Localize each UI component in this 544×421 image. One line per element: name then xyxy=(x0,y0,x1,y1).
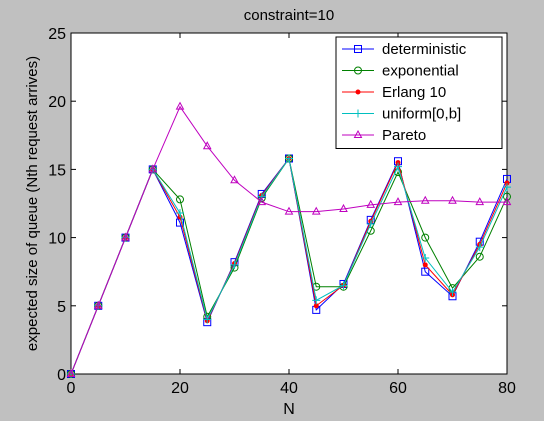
x-axis-label: N xyxy=(283,401,295,418)
data-point-deterministic xyxy=(421,267,430,276)
data-point-uniform-0-b xyxy=(230,260,239,269)
legend-marker xyxy=(354,45,362,53)
data-point-pareto xyxy=(175,101,185,110)
data-point-uniform-0-b xyxy=(285,154,293,163)
data-point-pareto xyxy=(230,175,239,184)
data-point-pareto xyxy=(284,206,294,215)
y-tick-label: 20 xyxy=(48,94,66,111)
data-point-uniform-0-b xyxy=(475,243,484,252)
y-tick-label: 15 xyxy=(48,162,66,179)
data-point-erlang-10 xyxy=(313,303,319,309)
data-point-uniform-0-b xyxy=(448,288,457,297)
data-point-exponential xyxy=(475,252,484,261)
x-tick-label: 0 xyxy=(67,380,76,397)
data-point-pareto xyxy=(93,300,103,309)
data-point-uniform-0-b xyxy=(366,219,375,228)
legend-marker xyxy=(353,129,363,138)
legend-box xyxy=(335,36,503,149)
x-tick-label: 80 xyxy=(498,380,516,397)
data-point-uniform-0-b xyxy=(257,192,266,201)
y-axis-label: expected size of queue (Nth request arri… xyxy=(24,56,41,351)
data-point-pareto xyxy=(475,197,485,206)
data-point-pareto xyxy=(121,232,130,241)
legend-label: deterministic xyxy=(382,41,467,58)
data-point-pareto xyxy=(202,141,212,150)
series-pareto xyxy=(66,101,512,377)
legend-label: Pareto xyxy=(382,127,426,144)
data-point-uniform-0-b xyxy=(503,183,511,192)
data-point-pareto xyxy=(148,164,158,173)
y-tick-label: 25 xyxy=(48,26,66,43)
data-point-pareto xyxy=(420,195,430,204)
data-point-pareto xyxy=(257,197,267,206)
axis-ticks: 0 20 40 60 80 0 5 10 15 20 25 xyxy=(48,26,516,397)
x-tick-label: 20 xyxy=(171,380,189,397)
legend-label: Erlang 10 xyxy=(382,84,446,101)
data-point-pareto xyxy=(393,197,403,206)
x-tick-label: 40 xyxy=(280,380,298,397)
data-point-pareto xyxy=(502,197,512,206)
data-point-pareto xyxy=(448,195,457,204)
y-tick-label: 0 xyxy=(57,367,66,384)
data-point-uniform-0-b xyxy=(312,296,321,305)
data-point-pareto xyxy=(66,368,76,377)
series-line-pareto xyxy=(70,105,507,375)
legend-label: exponential xyxy=(382,63,459,80)
data-point-pareto xyxy=(311,206,321,215)
data-point-erlang-10 xyxy=(422,262,428,268)
data-point-uniform-0-b xyxy=(339,281,348,290)
data-point-uniform-0-b xyxy=(421,254,430,263)
y-tick-label: 5 xyxy=(57,299,66,316)
data-point-exponential xyxy=(503,192,511,201)
data-point-exponential xyxy=(421,233,430,242)
chart-title: constraint=10 xyxy=(244,7,334,24)
legend-label: uniform[0,b] xyxy=(382,106,461,123)
data-point-pareto xyxy=(366,199,376,208)
y-tick-label: 10 xyxy=(48,231,66,248)
data-point-uniform-0-b xyxy=(203,315,212,324)
legend: deterministic exponential Erlang 10 uniform… xyxy=(335,36,503,149)
data-point-exponential xyxy=(176,195,184,204)
legend-marker xyxy=(354,66,362,75)
legend-marker xyxy=(355,89,361,95)
data-point-uniform-0-b xyxy=(394,162,402,171)
data-point-uniform-0-b xyxy=(176,209,184,218)
legend-marker xyxy=(354,109,362,118)
x-tick-label: 60 xyxy=(389,380,407,397)
series-layer xyxy=(66,101,512,378)
data-point-pareto xyxy=(339,203,348,212)
